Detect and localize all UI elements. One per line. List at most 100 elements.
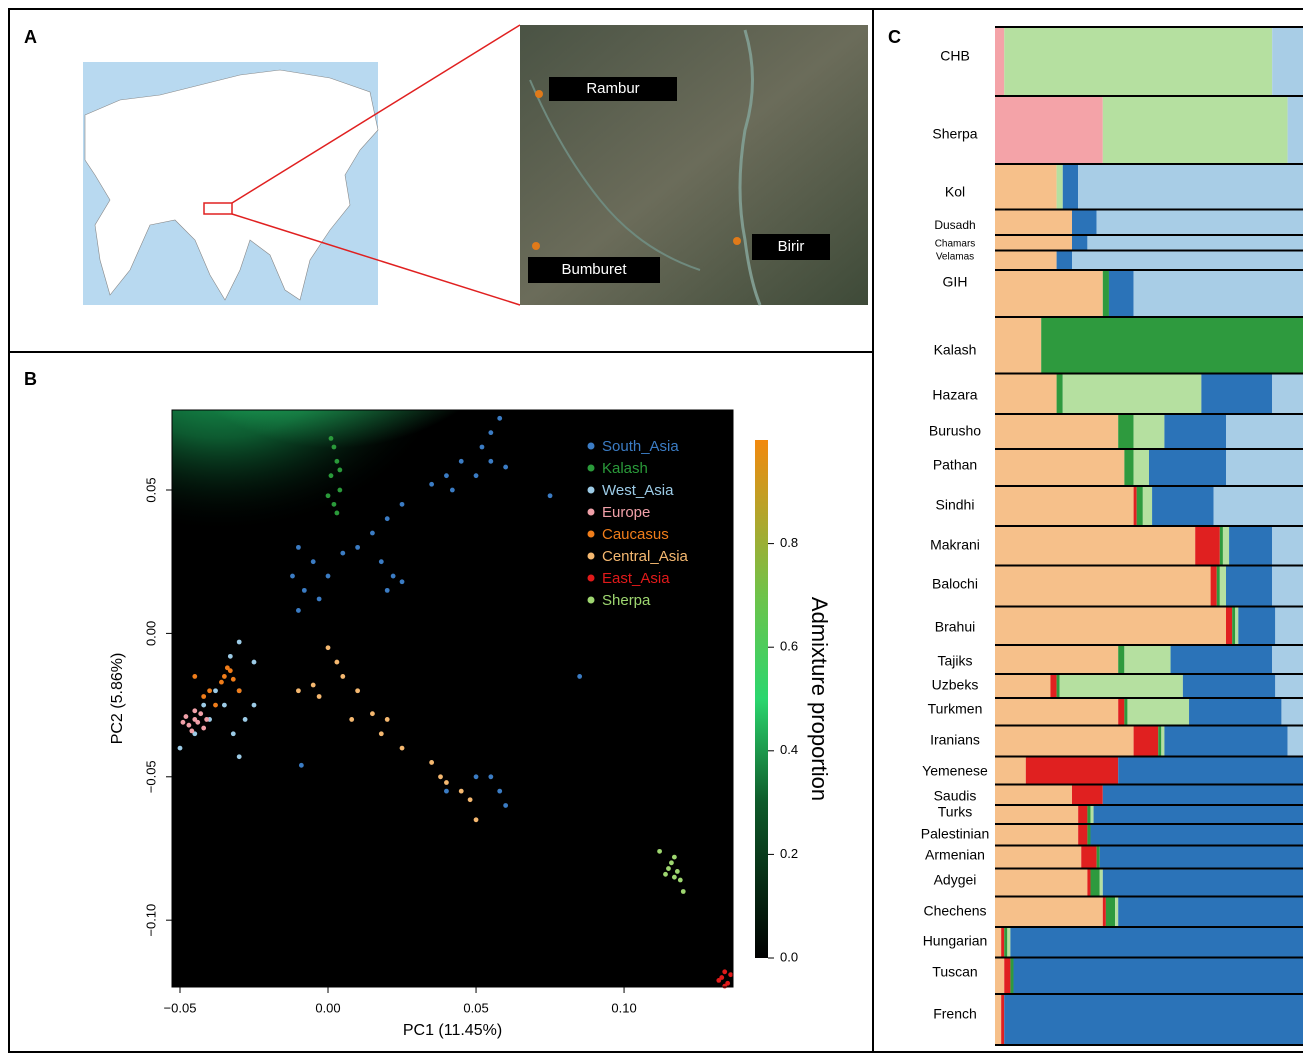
- bar-segment: [995, 726, 1134, 757]
- x-tick-label: 0.00: [315, 1000, 340, 1015]
- legend-marker: [588, 465, 595, 472]
- bar-segment: [1097, 210, 1303, 236]
- bar-segment: [1124, 698, 1127, 726]
- point: [370, 711, 375, 716]
- bar-segment: [1217, 566, 1220, 607]
- bar-segment: [1097, 846, 1100, 869]
- point: [663, 872, 668, 877]
- bar-segment: [1013, 958, 1303, 995]
- category-label: Sindhi: [936, 497, 975, 513]
- category-label: Makrani: [930, 537, 980, 553]
- y-tick-label: 0.05: [143, 477, 158, 502]
- bar-segment: [1124, 645, 1170, 674]
- bar-segment: [1288, 96, 1303, 164]
- colorbar-tick-label: 0.6: [780, 639, 798, 654]
- figure: A B C Rambur Bumburet Birir South_AsiaKa…: [0, 0, 1303, 1053]
- bar-segment: [1078, 824, 1087, 846]
- point: [429, 482, 434, 487]
- point: [438, 774, 443, 779]
- legend-label: Sherpa: [602, 592, 651, 609]
- point: [675, 869, 680, 874]
- panel-label: A: [24, 27, 37, 47]
- point: [181, 720, 186, 725]
- category-label: Pathan: [933, 457, 977, 473]
- point: [317, 694, 322, 699]
- bar-segment: [1152, 486, 1214, 526]
- point: [222, 703, 227, 708]
- category-label: Yemenese: [922, 763, 988, 779]
- point: [326, 493, 331, 498]
- point: [201, 726, 206, 731]
- x-tick-label: −0.05: [164, 1000, 197, 1015]
- point: [186, 723, 191, 728]
- bar-segment: [1001, 994, 1004, 1045]
- point: [213, 703, 218, 708]
- bar-segment: [1201, 374, 1272, 415]
- bar-segment: [1272, 374, 1303, 415]
- bar-segment: [1100, 869, 1103, 897]
- point: [385, 588, 390, 593]
- point: [657, 849, 662, 854]
- bar-segment: [1087, 805, 1090, 824]
- point: [317, 597, 322, 602]
- place-label: Bumburet: [561, 261, 627, 278]
- bar-segment: [995, 958, 1004, 995]
- category-label: Tajiks: [937, 653, 972, 669]
- bar-segment: [995, 251, 1057, 271]
- point: [299, 763, 304, 768]
- category-label: Hungarian: [923, 933, 988, 949]
- point: [444, 473, 449, 478]
- point: [355, 688, 360, 693]
- bar-segment: [1041, 317, 1303, 374]
- bar-segment: [995, 824, 1078, 846]
- point: [429, 760, 434, 765]
- point: [497, 416, 502, 421]
- bar-segment: [1103, 96, 1288, 164]
- bar-segment: [1149, 449, 1226, 486]
- point: [488, 774, 493, 779]
- bar-segment: [1081, 846, 1096, 869]
- point: [444, 789, 449, 794]
- category-label: Turkmen: [928, 701, 983, 717]
- point: [548, 493, 553, 498]
- bar-segment: [1134, 449, 1149, 486]
- point: [290, 574, 295, 579]
- bar-segment: [995, 674, 1050, 698]
- place-label: Birir: [778, 238, 805, 255]
- y-tick-label: −0.10: [143, 904, 158, 937]
- bar-segment: [1115, 897, 1118, 928]
- legend-label: Kalash: [602, 460, 648, 477]
- point: [237, 688, 242, 693]
- bar-segment: [1063, 374, 1202, 415]
- point: [334, 511, 339, 516]
- legend-label: Caucasus: [602, 526, 669, 543]
- point: [243, 717, 248, 722]
- point: [231, 731, 236, 736]
- colorbar-tick-label: 0.4: [780, 742, 798, 757]
- bar-segment: [1137, 486, 1143, 526]
- bar-segment: [995, 607, 1226, 646]
- bar-segment: [995, 785, 1072, 806]
- bar-segment: [1124, 449, 1133, 486]
- bar-segment: [1103, 897, 1106, 928]
- bar-segment: [995, 270, 1103, 317]
- bar-segment: [1060, 674, 1183, 698]
- bar-segment: [1275, 607, 1303, 646]
- bar-segment: [995, 235, 1072, 251]
- category-label: Chechens: [923, 903, 986, 919]
- category-label: CHB: [940, 48, 970, 64]
- bar-segment: [1171, 645, 1273, 674]
- point: [334, 660, 339, 665]
- point: [198, 711, 203, 716]
- category-label: Adygei: [934, 872, 977, 888]
- bar-segment: [1050, 674, 1056, 698]
- legend-marker: [588, 553, 595, 560]
- bar-segment: [1001, 927, 1004, 958]
- bar-segment: [1158, 726, 1161, 757]
- bar-segment: [1235, 607, 1238, 646]
- bar-segment: [1272, 526, 1303, 566]
- point: [237, 754, 242, 759]
- bar-segment: [1087, 869, 1090, 897]
- point: [391, 574, 396, 579]
- point: [349, 717, 354, 722]
